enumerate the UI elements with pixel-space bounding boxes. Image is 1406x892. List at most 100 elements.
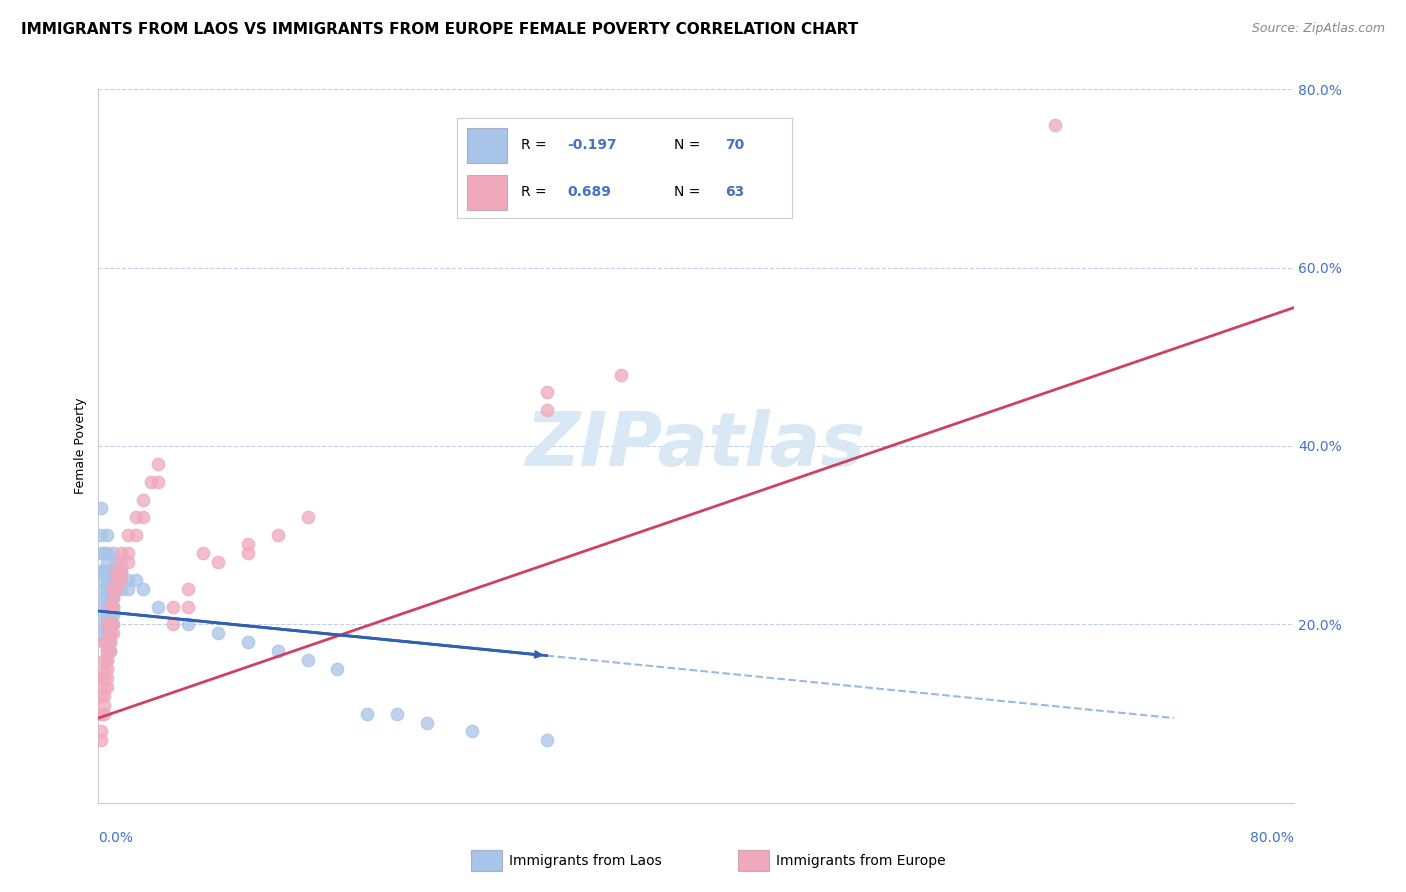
Point — [98, 591, 122, 605]
Point — [536, 733, 558, 747]
Point — [96, 591, 118, 605]
Point — [103, 591, 125, 605]
Point — [96, 653, 118, 667]
Point — [93, 626, 115, 640]
Text: ZIPatlas: ZIPatlas — [526, 409, 866, 483]
Point — [125, 573, 148, 587]
Point — [105, 564, 128, 578]
Point — [98, 635, 122, 649]
Point — [356, 706, 378, 721]
Point — [110, 546, 132, 560]
Point — [96, 671, 118, 685]
Point — [93, 635, 115, 649]
Point — [96, 635, 118, 649]
Point — [536, 403, 558, 417]
Point — [103, 546, 125, 560]
Point — [93, 698, 115, 712]
Point — [416, 715, 439, 730]
Point — [162, 617, 184, 632]
Point — [96, 653, 118, 667]
Point — [103, 564, 125, 578]
Point — [385, 706, 409, 721]
Point — [90, 501, 112, 516]
Point — [177, 617, 200, 632]
Point — [98, 599, 122, 614]
Text: IMMIGRANTS FROM LAOS VS IMMIGRANTS FROM EUROPE FEMALE POVERTY CORRELATION CHART: IMMIGRANTS FROM LAOS VS IMMIGRANTS FROM … — [21, 22, 858, 37]
Point — [90, 564, 112, 578]
Point — [162, 599, 184, 614]
Point — [103, 617, 125, 632]
Point — [148, 599, 170, 614]
Point — [96, 662, 118, 676]
Point — [103, 599, 125, 614]
Point — [105, 573, 128, 587]
Point — [93, 582, 115, 596]
Point — [93, 599, 115, 614]
Point — [90, 546, 112, 560]
Text: Immigrants from Laos: Immigrants from Laos — [509, 854, 662, 868]
Point — [236, 546, 259, 560]
Point — [326, 662, 349, 676]
Point — [207, 555, 229, 569]
Point — [207, 626, 229, 640]
Point — [610, 368, 633, 382]
Point — [1043, 118, 1066, 132]
Point — [103, 573, 125, 587]
Point — [96, 599, 118, 614]
Point — [98, 617, 122, 632]
Point — [96, 635, 118, 649]
Point — [98, 599, 122, 614]
Point — [103, 608, 125, 623]
Point — [117, 555, 139, 569]
Point — [117, 528, 139, 542]
Point — [125, 528, 148, 542]
Point — [98, 573, 122, 587]
Point — [191, 546, 214, 560]
Point — [110, 573, 132, 587]
Point — [93, 608, 115, 623]
Y-axis label: Female Poverty: Female Poverty — [73, 398, 87, 494]
Point — [461, 724, 484, 739]
Point — [536, 385, 558, 400]
Point — [96, 608, 118, 623]
Point — [236, 635, 259, 649]
Point — [105, 555, 128, 569]
Point — [236, 537, 259, 551]
Point — [103, 599, 125, 614]
Point — [103, 591, 125, 605]
Point — [98, 582, 122, 596]
Point — [98, 608, 122, 623]
Point — [93, 573, 115, 587]
Point — [98, 626, 122, 640]
Point — [98, 644, 122, 658]
Point — [117, 582, 139, 596]
Point — [98, 644, 122, 658]
Point — [93, 671, 115, 685]
Point — [90, 671, 112, 685]
Point — [96, 546, 118, 560]
Point — [139, 475, 162, 489]
Point — [267, 528, 290, 542]
Point — [98, 635, 122, 649]
Point — [93, 653, 115, 667]
Point — [117, 573, 139, 587]
Text: Immigrants from Europe: Immigrants from Europe — [776, 854, 946, 868]
Point — [103, 582, 125, 596]
Text: 0.0%: 0.0% — [98, 831, 134, 845]
Point — [93, 689, 115, 703]
Point — [267, 644, 290, 658]
Point — [96, 644, 118, 658]
Point — [93, 635, 115, 649]
Point — [297, 510, 319, 524]
Point — [96, 528, 118, 542]
Point — [93, 564, 115, 578]
Point — [132, 492, 155, 507]
Point — [98, 626, 122, 640]
Point — [103, 582, 125, 596]
Point — [105, 582, 128, 596]
Point — [96, 617, 118, 632]
Point — [90, 689, 112, 703]
Point — [177, 599, 200, 614]
Point — [117, 546, 139, 560]
Point — [90, 733, 112, 747]
